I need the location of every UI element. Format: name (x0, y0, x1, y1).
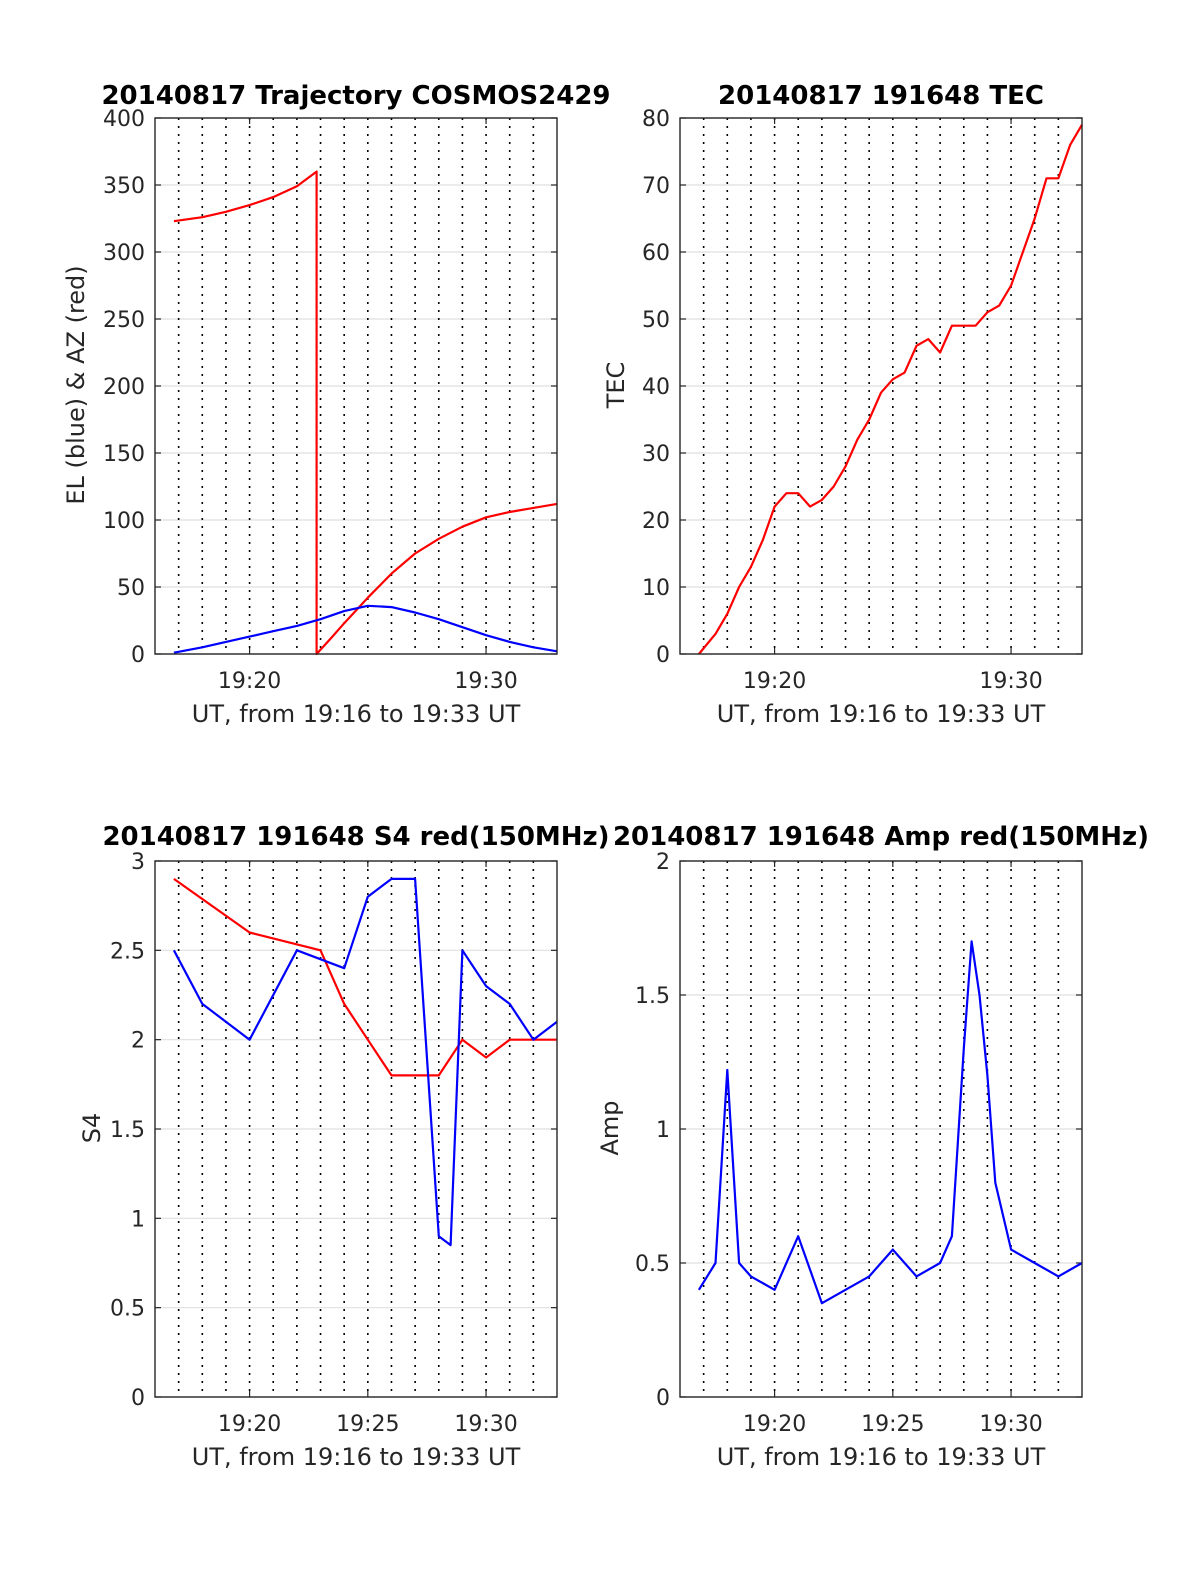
series-line-0 (698, 124, 1083, 655)
amp-title: 20140817 191648 Amp red(150MHz) (613, 822, 1149, 852)
y-tick-label: 0 (656, 1386, 670, 1411)
panel-s4: 20140817 191648 S4 red(150MHz) UT, from … (78, 822, 610, 1471)
x-tick-label: 19:20 (218, 1412, 281, 1437)
y-tick-label: 2.5 (110, 939, 145, 964)
s4-ylabel: S4 (78, 1113, 106, 1144)
y-tick-label: 40 (642, 375, 670, 400)
trajectory-xlabel: UT, from 19:16 to 19:33 UT (192, 700, 521, 728)
x-tick-label: 19:30 (979, 1412, 1042, 1437)
y-tick-label: 2 (656, 850, 670, 875)
tec-xlabel: UT, from 19:16 to 19:33 UT (717, 700, 1046, 728)
y-tick-label: 300 (103, 241, 145, 266)
series-line-0 (173, 878, 557, 1077)
amp-plot: 0 0.5 1 1.5 2 19:20 19:25 19:30 (635, 850, 1083, 1437)
series-line-1 (172, 877, 558, 1247)
y-tick-label: 250 (103, 308, 145, 333)
x-tick-label: 19:20 (743, 1412, 806, 1437)
panel-tec: 20140817 191648 TEC UT, from 19:16 to 19… (602, 81, 1083, 728)
y-tick-label: 2 (131, 1029, 145, 1054)
x-tick-label: 19:20 (743, 669, 806, 694)
y-tick-label: 10 (642, 576, 670, 601)
trajectory-ylabel: EL (blue) & AZ (red) (62, 265, 90, 504)
x-tick-label: 19:25 (861, 1412, 924, 1437)
series-line-1 (173, 604, 558, 654)
y-tick-label: 0 (131, 643, 145, 668)
x-tick-label: 19:30 (454, 1412, 517, 1437)
x-tick-label: 19:30 (454, 669, 517, 694)
panel-trajectory: 20140817 Trajectory COSMOS2429 UT, from … (62, 81, 611, 728)
y-tick-label: 20 (642, 509, 670, 534)
y-tick-label: 1 (656, 1118, 670, 1143)
y-tick-label: 80 (642, 107, 670, 132)
x-tick-label: 19:30 (979, 669, 1042, 694)
axes-frame (154, 117, 558, 655)
y-tick-label: 0.5 (635, 1252, 670, 1277)
tec-plot: 0 10 20 30 40 50 60 70 80 19:20 19:30 (642, 107, 1083, 694)
x-tick-label: 19:20 (218, 669, 281, 694)
axes-frame (679, 860, 1083, 1398)
y-tick-label: 100 (103, 509, 145, 534)
series-line-0 (173, 170, 558, 656)
s4-plot: 0 0.5 1 1.5 2 2.5 3 19:20 19:25 19:30 (110, 850, 558, 1437)
trajectory-title: 20140817 Trajectory COSMOS2429 (101, 81, 610, 111)
y-tick-label: 60 (642, 241, 670, 266)
y-tick-label: 0.5 (110, 1297, 145, 1322)
amp-xlabel: UT, from 19:16 to 19:33 UT (717, 1443, 1046, 1471)
y-tick-label: 70 (642, 174, 670, 199)
y-tick-label: 1.5 (635, 984, 670, 1009)
y-tick-label: 350 (103, 174, 145, 199)
trajectory-plot: 0 50 100 150 200 250 300 350 400 19:20 19:30 (103, 107, 558, 694)
panel-amp: 20140817 191648 Amp red(150MHz) UT, from… (596, 822, 1149, 1471)
y-tick-label: 0 (131, 1386, 145, 1411)
tec-title: 20140817 191648 TEC (718, 81, 1044, 111)
amp-ylabel: Amp (596, 1100, 624, 1155)
y-tick-label: 0 (656, 643, 670, 668)
y-tick-label: 1 (131, 1207, 145, 1232)
y-tick-label: 150 (103, 442, 145, 467)
series-line-0 (697, 940, 1083, 1305)
y-tick-label: 1.5 (110, 1118, 145, 1143)
y-tick-label: 50 (642, 308, 670, 333)
y-tick-label: 3 (131, 850, 145, 875)
y-tick-label: 400 (103, 107, 145, 132)
y-tick-label: 200 (103, 375, 145, 400)
x-tick-label: 19:25 (336, 1412, 399, 1437)
axes-frame (154, 860, 558, 1398)
y-tick-label: 50 (117, 576, 145, 601)
s4-xlabel: UT, from 19:16 to 19:33 UT (192, 1443, 521, 1471)
y-tick-label: 30 (642, 442, 670, 467)
axes-frame (679, 117, 1083, 655)
tec-ylabel: TEC (602, 362, 630, 410)
s4-title: 20140817 191648 S4 red(150MHz) (102, 822, 609, 852)
